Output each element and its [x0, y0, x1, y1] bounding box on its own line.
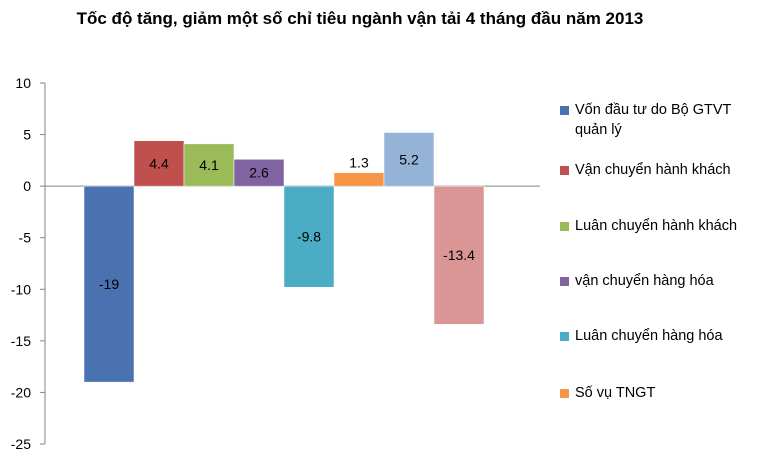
data-label-8: -13.4	[443, 247, 475, 263]
y-tick-label: -20	[11, 384, 31, 400]
y-tick-label: -10	[11, 281, 31, 297]
legend-label: Luân chuyển hàng hóa	[575, 328, 723, 344]
y-tick-label: -25	[11, 436, 31, 452]
bar-layer	[83, 132, 485, 383]
legend-item: Luân chuyển hành khách	[560, 216, 765, 236]
legend-item: Vốn đầu tư do Bộ GTVT quản lý	[560, 100, 765, 140]
y-tick-label: 0	[23, 178, 31, 194]
data-label-5: -9.8	[297, 229, 321, 245]
legend-swatch	[560, 277, 569, 286]
bar-3	[183, 143, 235, 187]
y-tick-label: -15	[11, 333, 31, 349]
y-tick-label: 5	[23, 127, 31, 143]
bar-7	[383, 132, 435, 187]
legend-label: Số vụ TNGT	[575, 385, 656, 401]
axis-layer: 10 5 0 -5 -10 -15 -20 -25	[11, 75, 540, 452]
legend-label: Vốn đầu tư do Bộ GTVT quản lý	[575, 102, 732, 138]
legend-item: Số vụ TNGT	[560, 383, 765, 403]
y-tick-label: 10	[15, 75, 31, 91]
bar-6	[333, 172, 385, 187]
legend-label: Luân chuyển hành khách	[575, 218, 738, 234]
legend-swatch	[560, 166, 569, 175]
data-label-3: 4.1	[199, 157, 219, 173]
bar-1	[83, 185, 135, 383]
legend-item: Luân chuyển hàng hóa	[560, 326, 765, 346]
legend-swatch	[560, 389, 569, 398]
legend-swatch	[560, 222, 569, 231]
bar-2	[133, 140, 185, 187]
bar-5	[283, 185, 335, 288]
data-label-7: 5.2	[399, 151, 419, 167]
label-layer: -19 4.4 4.1 2.6 -9.8 1.3 5.2 -13.4	[99, 151, 475, 292]
legend-label: vận chuyển hàng hóa	[575, 273, 714, 289]
bar-8	[433, 185, 485, 325]
bar-4	[233, 159, 285, 187]
legend-item: Vận chuyển hành khách	[560, 160, 765, 180]
data-label-4: 2.6	[249, 165, 269, 181]
data-label-6: 1.3	[349, 155, 369, 171]
legend-swatch	[560, 106, 569, 115]
legend-label: Vận chuyển hành khách	[575, 162, 731, 178]
legend-item: vận chuyển hàng hóa	[560, 271, 765, 291]
y-tick-label: -5	[19, 230, 32, 246]
chart-title: Tốc độ tăng, giảm một số chỉ tiêu ngành …	[76, 9, 644, 28]
data-label-1: -19	[99, 276, 119, 292]
legend-swatch	[560, 332, 569, 341]
data-label-2: 4.4	[149, 155, 169, 171]
